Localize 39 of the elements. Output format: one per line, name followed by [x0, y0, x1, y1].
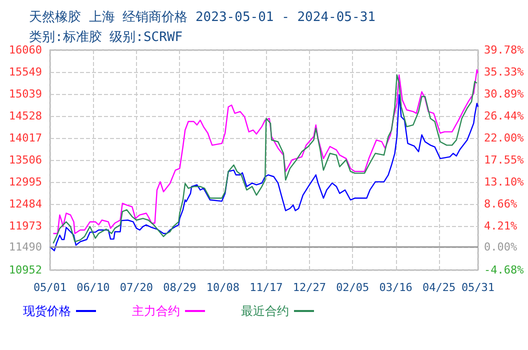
x-tick-label: 02/05	[336, 281, 370, 294]
y-tick-label: 15549	[8, 66, 42, 79]
x-tick-label: 10/08	[206, 281, 240, 294]
y2-tick-label: 39.78%	[484, 44, 524, 56]
y-tick-label: 14017	[8, 131, 42, 144]
y-tick-label: 12995	[8, 176, 42, 189]
x-tick-label: 06/10	[76, 281, 110, 294]
y-tick-label: 13506	[8, 154, 42, 166]
chart-title: 天然橡胶 上海 经销商价格 2023-05-01 - 2024-05-31	[29, 10, 376, 25]
y2-tick-label: 4.21%	[484, 220, 518, 233]
y-tick-label: 16060	[8, 44, 42, 56]
line-series	[49, 94, 479, 252]
legend-label: 现货价格	[23, 304, 71, 318]
x-tick-label: 05/01	[33, 281, 67, 294]
legend-label: 主力合约	[132, 304, 180, 318]
chart-subtitle: 类别:标准胶 级别:SCRWF	[29, 30, 183, 45]
x-tick-label: 07/20	[120, 281, 154, 294]
y2-tick-label: 35.33%	[484, 66, 524, 79]
y2-tick-label: 8.66%	[484, 197, 518, 210]
y2-tick-label: -4.68%	[484, 264, 524, 276]
x-tick-label: 11/17	[250, 281, 283, 294]
y2-tick-label: 13.10%	[484, 176, 524, 189]
y-tick-label: 11490	[8, 240, 42, 254]
y-tick-label: 10952	[8, 264, 42, 276]
legend-label: 最近合约	[241, 304, 289, 318]
y2-tick-label: 26.44%	[484, 110, 524, 123]
y-tick-label: 12484	[8, 198, 42, 211]
y2-tick-label: 30.89%	[484, 87, 524, 100]
x-tick-label: 08/29	[163, 281, 196, 294]
y-tick-label: 11973	[8, 220, 42, 233]
y-tick-label: 14528	[8, 109, 42, 122]
x-tick-label: 05/31	[461, 281, 495, 294]
y2-tick-label: 22.00%	[484, 131, 524, 144]
y2-tick-label: 17.55%	[484, 154, 524, 166]
x-tick-label: 12/27	[292, 281, 326, 294]
x-tick-label: 03/16	[379, 281, 412, 294]
y-tick-label: 15039	[8, 87, 42, 100]
x-tick-label: 04/25	[422, 281, 456, 294]
y2-tick-label: 0.00%	[484, 240, 518, 254]
